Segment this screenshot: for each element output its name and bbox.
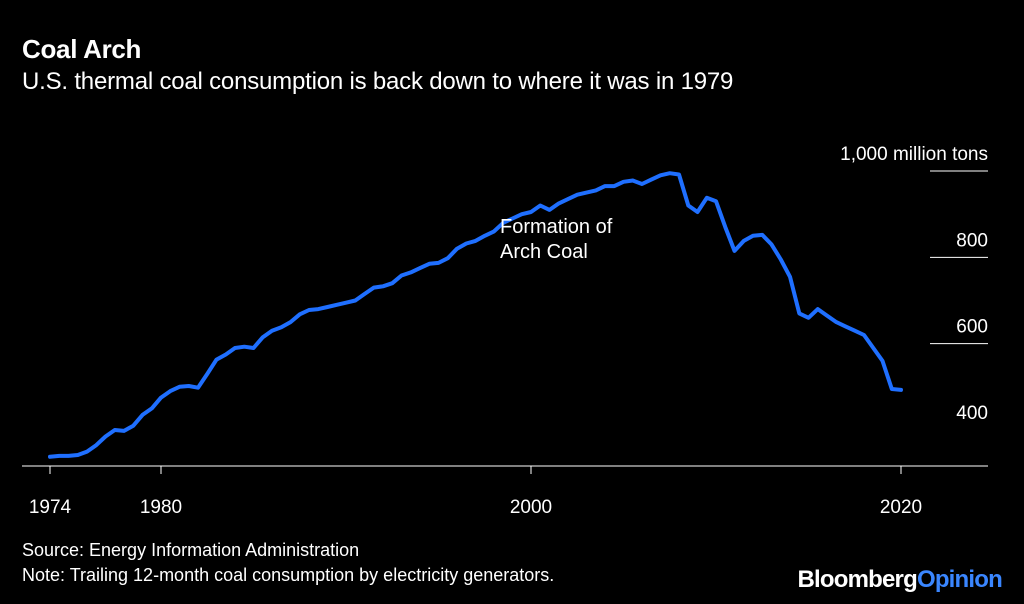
series-layer	[48, 171, 903, 459]
series-line-coal-consumption	[48, 171, 903, 459]
chart-subtitle: U.S. thermal coal consumption is back do…	[22, 68, 734, 95]
footer-notes: Source: Energy Information Administratio…	[22, 538, 554, 588]
note-text: Note: Trailing 12-month coal consumption…	[22, 565, 555, 585]
y-tick-label-400: 400	[956, 403, 988, 424]
y-axis-labels: 1,000 million tons 800 600 400	[840, 144, 988, 424]
chart-title: Coal Arch	[22, 34, 142, 64]
x-tick-label-1980: 1980	[140, 497, 182, 518]
y-tick-label-600: 600	[956, 317, 988, 338]
annotation-arch-coal-line1: Formation of	[500, 216, 613, 238]
x-tick-label-1974: 1974	[29, 497, 72, 518]
bloomberg-opinion-logo: BloombergOpinion	[797, 566, 1002, 594]
x-tick-label-2020: 2020	[880, 497, 922, 518]
y-tick-label-800: 800	[956, 230, 988, 251]
source-text: Source: Energy Information Administratio…	[22, 540, 360, 560]
x-tick-label-2000: 2000	[510, 497, 552, 518]
x-axis-ticks: 1974 1980 2000 2020	[29, 466, 922, 518]
y-tick-label-1000: 1,000 million tons	[840, 144, 988, 165]
y-gridlines	[930, 170, 988, 345]
logo-bloomberg: Bloomberg	[797, 566, 917, 593]
annotation-arch-coal-line2: Arch Coal	[500, 241, 588, 263]
logo-opinion: Opinion	[916, 566, 1003, 593]
